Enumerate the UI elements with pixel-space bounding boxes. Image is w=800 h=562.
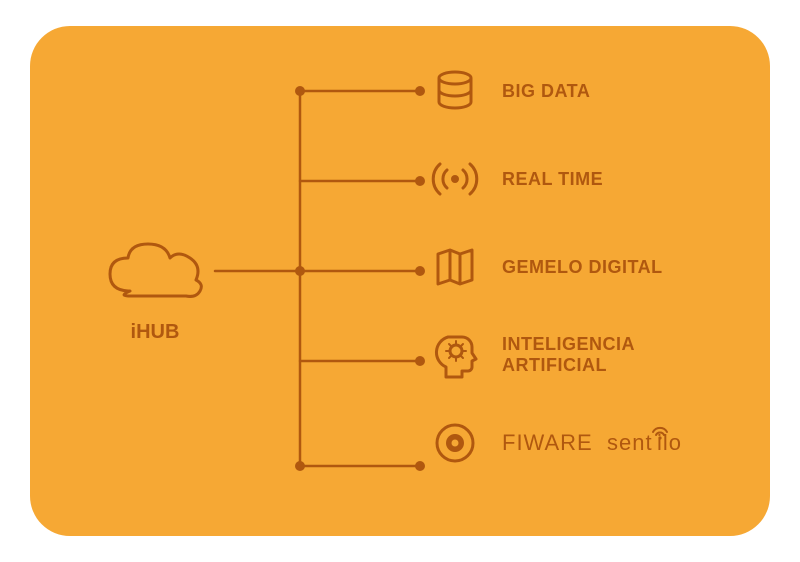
svg-text:ilo: ilo — [657, 430, 682, 455]
branch-label: INTELIGENCIA ARTIFICIAL — [502, 334, 682, 375]
branch-platforms: FIWARE sent ilo — [430, 418, 717, 468]
branch-gemelo-digital: GEMELO DIGITAL — [430, 242, 717, 292]
cloud-icon — [100, 236, 210, 311]
branch-ai: INTELIGENCIA ARTIFICIAL — [430, 330, 717, 380]
database-icon — [430, 66, 480, 116]
branch-big-data: BIG DATA — [430, 66, 717, 116]
branch-label: BIG DATA — [502, 81, 590, 102]
platform-logos: FIWARE sent ilo — [502, 424, 717, 463]
branch-label: REAL TIME — [502, 169, 603, 190]
svg-text:sent: sent — [607, 430, 653, 455]
ai-head-icon — [430, 330, 480, 380]
ihub-diagram: iHUB BIG DATA REAL TIME — [30, 26, 770, 536]
branch-label: GEMELO DIGITAL — [502, 257, 663, 278]
hub-label: iHUB — [131, 321, 180, 344]
fiware-logo-icon — [430, 418, 480, 468]
map-icon — [430, 242, 480, 292]
branch-list: BIG DATA REAL TIME GEMELO DIGITAL — [430, 66, 717, 468]
branch-real-time: REAL TIME — [430, 154, 717, 204]
fiware-logo-text: FIWARE — [502, 430, 593, 456]
hub-node: iHUB — [100, 236, 210, 344]
signal-icon — [430, 154, 480, 204]
diagram-card: iHUB BIG DATA REAL TIME — [30, 26, 770, 536]
sentilo-logo: sent ilo — [607, 424, 717, 463]
